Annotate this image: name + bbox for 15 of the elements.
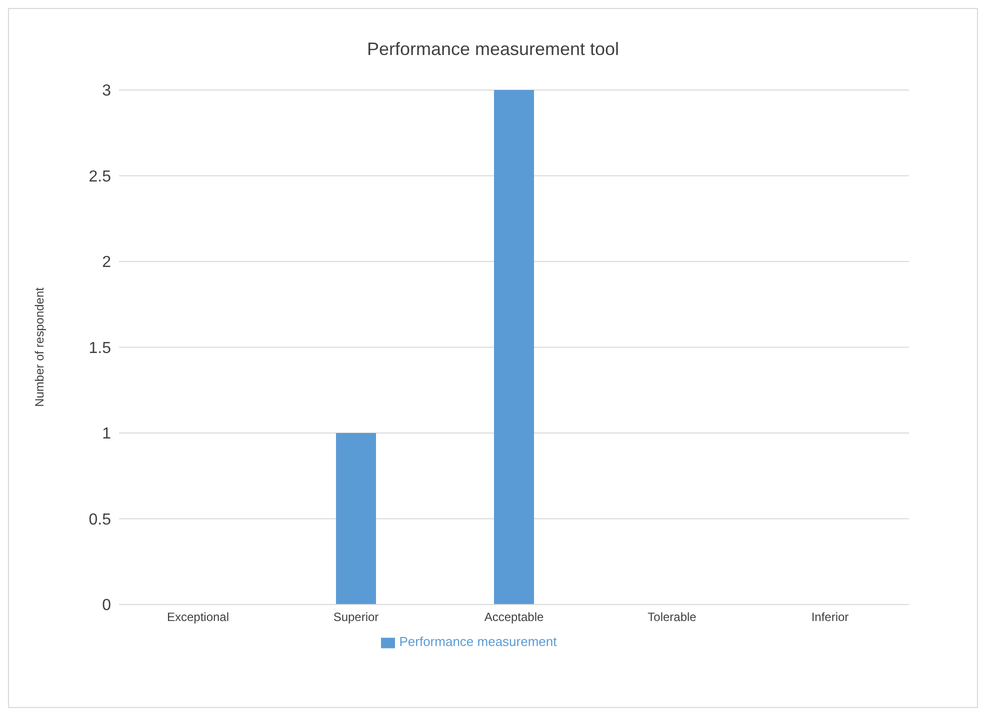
chart-title: Performance measurement tool — [366, 38, 620, 60]
x-tick-label: Superior — [333, 610, 379, 624]
y-tick-label: 0 — [102, 597, 112, 614]
y-tick-label: 0.5 — [88, 511, 112, 528]
legend-label: Performance measurement — [399, 634, 557, 650]
x-tick-label: Tolerable — [648, 610, 697, 624]
x-tick-label: Exceptional — [166, 610, 230, 624]
y-tick-label: 1 — [102, 426, 112, 443]
y-axis-title: Number of respondent — [32, 286, 46, 407]
y-tick-label: 3 — [102, 82, 112, 100]
x-tick-label: Acceptable — [484, 610, 544, 624]
y-tick-label: 1.5 — [88, 340, 112, 357]
y-tick-label: 2 — [102, 254, 112, 272]
x-tick-label: Inferior — [811, 610, 849, 624]
y-tick-label: 2.5 — [88, 168, 112, 186]
